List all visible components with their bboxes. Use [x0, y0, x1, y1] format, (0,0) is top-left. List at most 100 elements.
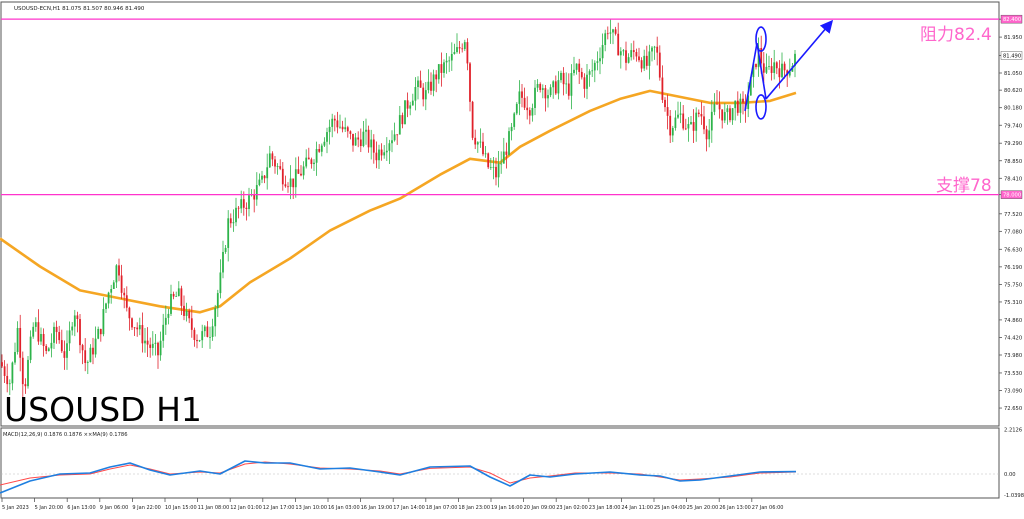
- candle-body: [284, 184, 287, 187]
- candle-body: [193, 329, 196, 340]
- candle-body: [599, 58, 601, 62]
- candle-body: [666, 107, 669, 116]
- candle-body: [781, 63, 783, 78]
- candle-body: [682, 113, 685, 129]
- arrows-layer: [744, 19, 834, 120]
- candle-body: [300, 173, 302, 176]
- candle-body: [89, 347, 92, 363]
- y-tick-label: 74.860: [1004, 318, 1022, 324]
- candle-body: [287, 186, 289, 188]
- macd-panel-frame: [0, 427, 1000, 499]
- candle-body: [336, 120, 339, 128]
- candle-body: [53, 326, 55, 343]
- resistance-price-tag-box: [1000, 14, 1023, 24]
- candle-body: [528, 110, 531, 116]
- x-tick-label: 24 Jan 11:00: [621, 505, 653, 511]
- candle-body: [575, 63, 578, 70]
- candle-body: [404, 100, 406, 125]
- candle-body: [50, 342, 53, 349]
- candle-body: [635, 52, 638, 57]
- candle-body: [508, 131, 510, 155]
- candle-body: [326, 132, 328, 142]
- x-tick-label: 11 Jan 08:00: [198, 505, 230, 511]
- candle-body: [245, 207, 248, 209]
- candle-body: [721, 109, 724, 121]
- candle-body: [237, 207, 240, 209]
- y-tick-label: 73.980: [1004, 353, 1022, 359]
- candle-body: [66, 343, 68, 358]
- candle-body: [523, 97, 526, 108]
- candle-body: [71, 326, 74, 331]
- macd-layer: 2.2126 0.00 -1.0398: [0, 428, 1024, 499]
- current-price-tag-box: [1000, 51, 1023, 60]
- candle-body: [146, 340, 149, 345]
- resistance-price-tag: 82.400: [1003, 17, 1021, 23]
- candle-body: [552, 81, 555, 88]
- x-tick-label: 23 Jan 02:00: [556, 505, 588, 511]
- macd-axis-label: -1.0398: [1004, 493, 1024, 499]
- candle-body: [547, 95, 549, 99]
- candle-body: [105, 303, 107, 310]
- y-tick-label: 79.740: [1004, 123, 1022, 129]
- candle-body: [167, 313, 170, 318]
- candle-body: [411, 100, 414, 106]
- current-price-tag: 81.490: [1003, 53, 1021, 59]
- candle-body: [456, 47, 458, 53]
- candle-body: [253, 194, 256, 200]
- candle-body: [34, 322, 37, 327]
- candle-body: [718, 104, 721, 110]
- candle-body: [557, 80, 560, 94]
- candle-body: [549, 87, 552, 96]
- candle-body: [79, 319, 81, 346]
- candle-body: [622, 50, 625, 52]
- trend-arrow-segment: [744, 42, 758, 112]
- candle-body: [679, 113, 682, 115]
- candle-body: [427, 81, 430, 91]
- candle-body: [414, 87, 417, 101]
- candle-body: [159, 340, 162, 356]
- candle-body: [742, 98, 744, 103]
- candle-body: [677, 114, 679, 118]
- candle-body: [170, 293, 172, 314]
- candle-body: [76, 315, 79, 320]
- big-title: USOUSD H1: [4, 390, 202, 429]
- candle-body: [68, 330, 71, 344]
- candle-body: [302, 166, 305, 176]
- candle-body: [151, 343, 154, 348]
- x-tick-label: 9 Jan 06:00: [100, 505, 128, 511]
- candle-body: [339, 126, 341, 128]
- candle-body: [216, 293, 219, 309]
- candle-body: [604, 33, 607, 46]
- candle-body: [209, 336, 211, 338]
- candle-body: [292, 178, 295, 188]
- candle-body: [565, 83, 568, 85]
- candle-body: [229, 218, 232, 224]
- candle-body: [235, 207, 237, 223]
- candle-body: [716, 103, 718, 105]
- y-tick-label: 76.190: [1004, 265, 1022, 271]
- candle-body: [255, 185, 258, 200]
- candle-body: [674, 117, 677, 128]
- candle-body: [279, 166, 282, 169]
- candle-body: [783, 63, 786, 71]
- levels-layer: [1, 18, 999, 196]
- candle-body: [84, 350, 87, 363]
- y-tick-label: 75.750: [1004, 282, 1022, 288]
- candle-body: [583, 77, 586, 89]
- candle-body: [370, 139, 373, 148]
- candle-body: [417, 80, 419, 88]
- candle-body: [144, 340, 146, 344]
- candle-body: [372, 139, 375, 153]
- candle-body: [476, 142, 479, 145]
- candle-body: [172, 293, 175, 297]
- candle-body: [458, 47, 461, 49]
- x-tick-label: 5 Jan 20:00: [35, 505, 63, 511]
- candle-body: [461, 48, 464, 50]
- candle-body: [560, 72, 562, 81]
- y-tick-label: 73.090: [1004, 389, 1022, 395]
- candle-body: [664, 99, 666, 108]
- candle-body: [320, 145, 323, 152]
- candle-body: [40, 334, 42, 342]
- candle-body: [349, 131, 352, 134]
- candle-body: [16, 327, 19, 352]
